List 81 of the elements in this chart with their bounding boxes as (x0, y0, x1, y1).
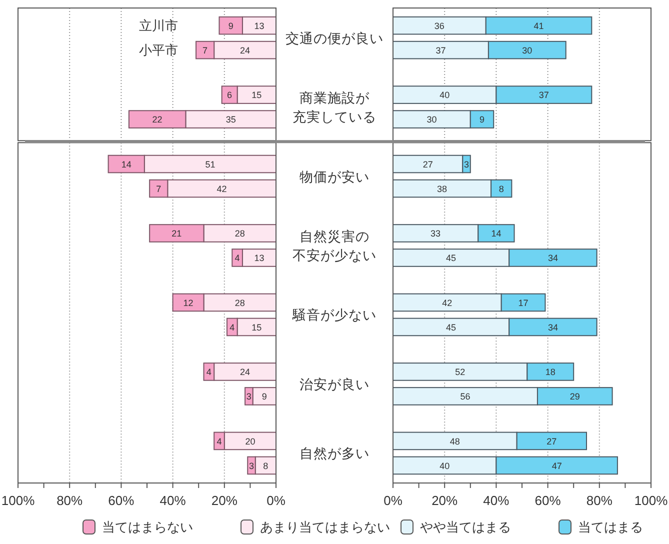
data-label: 24 (240, 367, 250, 378)
x-tick-label: 80% (586, 493, 613, 508)
data-label: 48 (450, 436, 460, 446)
legend-label: 当てはまらない (102, 520, 193, 534)
data-label: 42 (216, 184, 227, 194)
data-label: 52 (455, 367, 466, 378)
data-label: 17 (518, 298, 528, 308)
x-tick-label: 0% (266, 493, 286, 508)
data-label: 24 (240, 45, 250, 56)
x-tick-label: 60% (108, 493, 135, 508)
data-label: 34 (548, 253, 558, 264)
data-label: 9 (480, 114, 485, 125)
data-label: 29 (570, 392, 580, 402)
text: 自然災害の不安が少ない (292, 229, 376, 263)
data-label: 12 (183, 298, 194, 308)
data-label: 37 (436, 45, 446, 56)
legend-label: やや当てはまる (420, 520, 511, 534)
x-tick-label: 40% (160, 493, 186, 508)
data-label: 4 (230, 322, 235, 332)
x-tick-label: 40% (483, 493, 510, 508)
data-label: 45 (446, 253, 456, 264)
data-label: 42 (442, 298, 452, 308)
data-label: 40 (440, 460, 450, 471)
text: 商業施設が充実している (292, 90, 376, 125)
data-label: 28 (234, 228, 245, 239)
data-label: 51 (205, 159, 216, 170)
data-label: 7 (156, 184, 162, 194)
data-label: 21 (172, 228, 182, 239)
data-label: 6 (227, 90, 232, 100)
data-label: 4 (234, 253, 240, 264)
data-label: 22 (152, 114, 162, 125)
data-label: 14 (121, 159, 132, 170)
y-tick-label: 立川市 (138, 18, 178, 34)
data-label: 27 (546, 436, 557, 446)
data-label: 18 (545, 367, 556, 378)
data-label: 14 (491, 228, 502, 239)
x-tick-label: 0% (384, 493, 403, 508)
x-tick-label: 100% (1, 493, 36, 508)
data-label: 45 (446, 322, 456, 332)
x-tick-label: 60% (534, 493, 562, 508)
data-label: 3 (246, 392, 252, 402)
data-label: 20 (245, 436, 256, 446)
data-label: 4 (216, 436, 222, 446)
data-label: 37 (538, 90, 549, 100)
text: 自然が多い (300, 446, 370, 462)
data-label: 3 (464, 159, 470, 170)
data-label: 47 (552, 460, 562, 471)
data-label: 7 (202, 45, 208, 56)
data-label: 13 (254, 20, 264, 31)
data-label: 36 (434, 20, 444, 31)
text: 物価が安い (300, 169, 370, 184)
data-label: 4 (206, 367, 212, 378)
x-tick-label: 80% (56, 493, 84, 508)
data-label: 35 (226, 114, 236, 125)
text: 騒音が少ない (292, 308, 376, 323)
data-label: 27 (422, 159, 433, 170)
data-label: 15 (252, 90, 262, 100)
x-tick-label: 100% (634, 493, 668, 508)
data-label: 33 (430, 228, 441, 239)
data-label: 9 (262, 392, 267, 402)
data-label: 41 (534, 20, 544, 31)
data-label: 15 (252, 322, 262, 332)
data-label: 34 (548, 322, 558, 332)
data-label: 38 (437, 184, 448, 194)
data-label: 8 (498, 184, 504, 194)
text: 治安が良い (300, 376, 370, 392)
data-label: 9 (228, 20, 234, 31)
x-tick-label: 20% (211, 493, 238, 508)
data-label: 3 (248, 460, 254, 471)
text: 交通の便が良い (286, 30, 384, 46)
legend-label: 当てはまる (578, 520, 643, 534)
data-label: 8 (263, 460, 268, 471)
data-label: 40 (440, 90, 450, 100)
data-label: 30 (522, 45, 532, 56)
y-tick-label: 小平市 (138, 42, 178, 58)
data-label: 30 (426, 114, 437, 125)
data-label: 28 (234, 298, 245, 308)
data-label: 13 (254, 253, 264, 264)
x-tick-label: 20% (432, 493, 458, 508)
data-label: 56 (460, 392, 470, 402)
legend-label: あまり当てはまらない (260, 520, 390, 534)
